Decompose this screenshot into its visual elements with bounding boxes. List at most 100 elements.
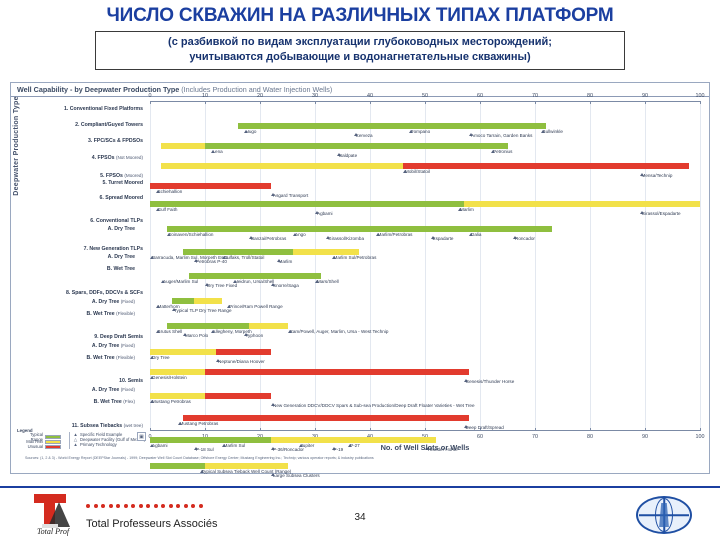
legend-band-label: Unusual [17,444,43,449]
chart-container: Well Capability - by Deepwater Productio… [10,82,710,474]
data-point-marker [337,153,341,156]
category-label: 2. Compliant/Guyed Towers [25,123,143,129]
x-tick-mark [645,101,646,104]
data-point-marker [293,233,297,236]
data-point-marker [403,170,407,173]
x-tick-mark [150,101,151,104]
plot-area: 0010102020303040405050606070708080909010… [150,101,700,431]
bar-data-label: Asgard Transport [273,194,308,199]
category-label-sub: (Moored) [124,173,143,178]
bar-data-label: Mars/Shell [317,280,339,285]
chart-bar [167,226,552,232]
bar-data-label: Banzai/Petrobras [251,237,286,242]
category-label: A. Dry Tree [25,227,143,233]
gridline [315,101,316,431]
category-label-text: A. Dry Tree [108,226,135,232]
category-label-text: 5. FPSOs [100,173,124,179]
decorative-dot [86,504,90,508]
decorative-dot [176,504,180,508]
bar-data-label: Espadarte [433,237,454,242]
chart-bar [150,463,205,469]
data-point-marker [640,211,644,214]
category-label-sub: (Fixed) [121,387,135,392]
decorative-dots [86,504,203,508]
data-point-marker [458,208,462,211]
legend-divider [69,432,70,449]
chart-bar [464,201,701,207]
subtitle-line-1: (с разбивкой по видам эксплуатации глубо… [102,35,618,50]
bar-data-label: New Generation DDCV/DDCV Spars & Sub-sea… [273,404,475,409]
data-point-marker [249,236,253,239]
bar-data-label: Foinaven/Schiehallion [169,233,214,238]
x-axis-label: No. of Well Slots or Wells [150,443,700,452]
x-tick-mark [260,101,261,104]
legend-markers: ▲Specific Field Example△Deepwater Facili… [73,432,145,447]
legend-color-swatch [45,445,61,449]
bar-data-label: Mustang Petrobras [152,400,191,405]
decorative-dot [124,504,128,508]
x-tick-label: 0 [149,93,152,99]
data-point-marker [315,280,319,283]
bar-data-label: Ram/Powell, Auger, Marlim, Ursa - West T… [290,330,389,335]
x-tick-label: 90 [642,434,648,440]
data-point-marker [227,305,231,308]
data-point-marker [244,333,248,336]
data-point-marker [541,130,545,133]
category-label-text: B. Wet Tree [87,311,117,317]
bar-data-label: Marlim [279,260,293,265]
category-label: A. Dry Tree (Fixed) [25,299,143,306]
x-tick-label: 80 [587,434,593,440]
bar-data-label: Auger/Marlim Sul [163,280,198,285]
data-point-marker [156,190,160,193]
data-point-marker [469,133,473,136]
category-label: 9. Deep Draft Semis [25,335,143,341]
x-tick-mark [315,101,316,104]
chart-bar [161,143,205,149]
x-tick-mark [700,428,701,431]
total-globe-logo-icon [636,496,692,534]
data-point-marker [211,330,215,333]
data-point-marker [216,359,220,362]
data-point-marker [183,333,187,336]
bar-data-label: Pompano [411,130,431,135]
bar-data-label: Roncador [515,237,535,242]
bar-data-label: Deep Draft/Spread [466,426,504,431]
x-tick-mark [370,428,371,431]
data-point-marker [513,236,517,239]
bar-data-label: Snorre/Saga [273,284,299,289]
gridline [590,101,591,431]
chart-legend: Legend Typical RangeMax RunUnusual ▲Spec… [17,428,149,449]
category-label: 5. FPSOs (Moored) [25,173,143,180]
bar-data-label: Prince/Ram Powell Range [229,305,283,310]
chart-bar [403,163,689,169]
chart-title-main: Well Capability - by Deepwater Productio… [17,85,179,94]
category-label: B. Wet Tree (Flexible) [25,355,143,362]
data-point-marker [469,233,473,236]
x-tick-mark [590,428,591,431]
category-label-text: 6. Spread Moored [99,195,143,201]
category-label: 8. Spars, DDFs, DDCVs & SCFs [25,291,143,297]
x-tick-label: 20 [257,93,263,99]
subtitle-line-2: учитываются добывающие и водонагнетатель… [102,50,618,65]
chart-bar [194,298,222,304]
chart-bar [150,201,464,207]
bar-data-label: Gulfaks, Troll/Statoil [224,256,265,261]
gridline [370,101,371,431]
bar-data-label: Dry Tree [152,356,170,361]
decorative-dot [116,504,120,508]
x-tick-mark [645,428,646,431]
bar-data-label: Amoco Tarrain, Garden Banks [471,134,532,139]
data-point-marker [167,233,171,236]
decorative-dot [109,504,113,508]
decorative-dot [169,504,173,508]
decorative-dot [199,504,203,508]
x-tick-label: 70 [532,93,538,99]
data-point-marker [332,256,336,259]
category-label-sub: (Fixed) [121,299,135,304]
bar-data-label: Girassol/Kizomba [328,237,364,242]
category-label-text: 2. Compliant/Guyed Towers [75,122,143,128]
decorative-dot [131,504,135,508]
gridline [700,101,701,431]
bar-data-label: Schiehallion [158,190,183,195]
x-tick-label: 60 [477,434,483,440]
